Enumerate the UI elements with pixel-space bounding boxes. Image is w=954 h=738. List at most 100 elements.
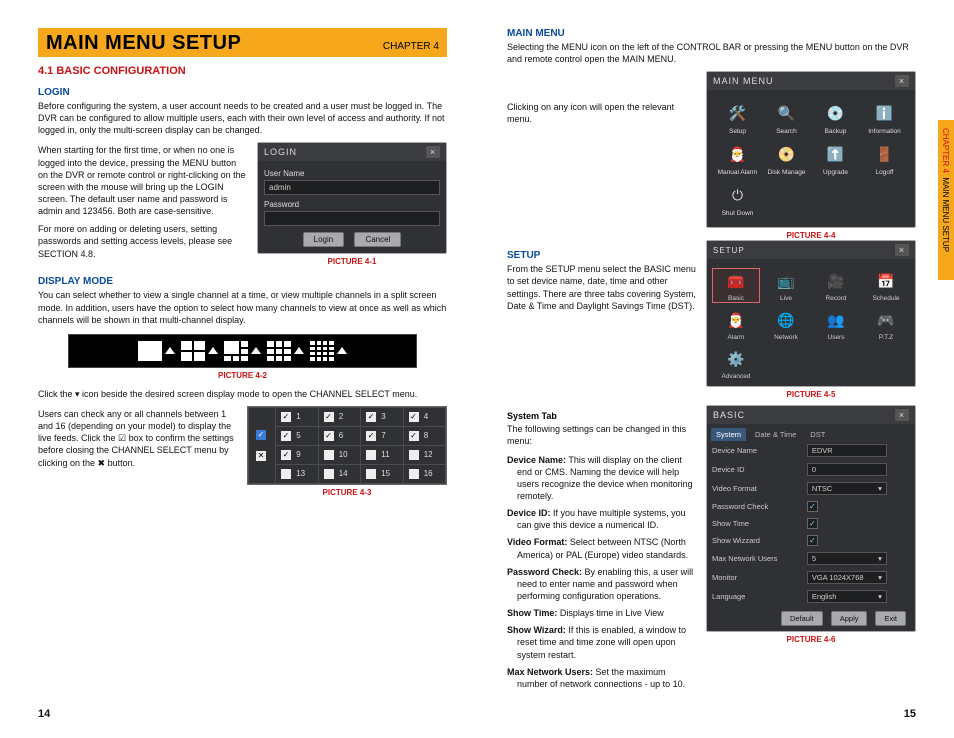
chapter-title-bar: MAIN MENU SETUP CHAPTER 4 [38,28,447,57]
close-icon[interactable]: × [426,146,440,158]
setup-text: From the SETUP menu select the BASIC men… [507,263,696,312]
menu-item-shut-down[interactable]: ⏻Shut Down [715,182,760,217]
channel-cell[interactable]: 13 [276,464,319,483]
menu-item-information[interactable]: ℹ️Information [862,100,907,135]
channel-cell[interactable]: 15 [361,464,404,483]
channel-cell[interactable]: ✓ 9 [276,445,319,464]
setup-item-users[interactable]: 👥Users [813,308,859,341]
channel-cell[interactable]: 16 [403,464,446,483]
setup-item-p-t-z[interactable]: 🎮P.T.Z [863,308,909,341]
channel-cell[interactable]: 10 [318,445,361,464]
chapter-label: CHAPTER 4 [383,41,439,52]
user-name-input[interactable]: admin [264,180,440,195]
chevron-up-icon[interactable] [165,347,175,354]
menu-item-disk-manage[interactable]: 📀Disk Manage [764,141,809,176]
setting-input[interactable]: VGA 1024X768 ▾ [807,571,887,584]
close-checkbox[interactable]: ✕ [255,450,267,462]
chevron-up-icon[interactable] [251,347,261,354]
tab-system[interactable]: System [711,428,746,441]
definition-row: Show Wizard: If this is enabled, a windo… [507,624,696,660]
main-menu-title: MAIN MENU [713,76,774,86]
definition-row: Max Network Users: Set the maximum numbe… [507,666,696,690]
setup-item-advanced[interactable]: ⚙️Advanced [713,347,759,380]
definition-row: Device Name: This will display on the cl… [507,454,696,503]
tab-dst[interactable]: DST [805,428,830,441]
setting-label: Video Format [707,479,802,498]
menu-item-search[interactable]: 🔍Search [764,100,809,135]
login-heading: LOGIN [38,87,447,98]
display-mode-heading: DISPLAY MODE [38,276,447,287]
channel-cell[interactable]: ✓ 5 [276,426,319,445]
setting-checkbox[interactable] [807,501,818,512]
setup-item-alarm[interactable]: 🎅Alarm [713,308,759,341]
setting-input[interactable]: 0 [807,463,887,476]
channel-cell[interactable]: ✓ 7 [361,426,404,445]
channel-cell[interactable]: ✓ 8 [403,426,446,445]
setup-item-record[interactable]: 🎥Record [813,269,859,302]
setting-input[interactable]: English ▾ [807,590,887,603]
cancel-button[interactable]: Cancel [354,232,401,247]
definition-row: Show Time: Displays time in Live View [507,607,696,619]
channel-cell[interactable]: 11 [361,445,404,464]
main-menu-text1: Selecting the MENU icon on the left of t… [507,41,916,65]
definition-row: Video Format: Select between NTSC (North… [507,536,696,560]
default-button[interactable]: Default [781,611,823,626]
setting-input[interactable]: NTSC ▾ [807,482,887,495]
channel-cell[interactable]: ✓ 1 [276,407,319,426]
chapter-title: MAIN MENU SETUP [46,32,241,55]
setting-label: Max Network Users [707,549,802,568]
channel-cell[interactable]: 12 [403,445,446,464]
channel-cell[interactable]: ✓ 2 [318,407,361,426]
layout-4x4-icon[interactable] [310,341,334,361]
apply-button[interactable]: Apply [831,611,868,626]
close-icon[interactable]: × [895,409,909,421]
layout-1x1-icon[interactable] [138,341,162,361]
main-menu-heading: MAIN MENU [507,28,916,39]
close-icon[interactable]: × [895,75,909,87]
picture-4-4-label: PICTURE 4-4 [706,231,916,240]
chevron-up-icon[interactable] [337,347,347,354]
layout-1-5-icon[interactable] [224,341,248,361]
channel-cell[interactable]: ✓ 3 [361,407,404,426]
chevron-up-icon[interactable] [208,347,218,354]
side-chapter: CHAPTER 4 [941,128,950,173]
setting-label: Show Time [707,515,802,532]
setup-item-schedule[interactable]: 📅Schedule [863,269,909,302]
setting-input[interactable]: 5 ▾ [807,552,887,565]
display-mode-intro: You can select whether to view a single … [38,289,447,325]
login-para: When starting for the first time, or whe… [38,144,247,217]
channel-cell[interactable]: ✓ 6 [318,426,361,445]
login-button[interactable]: Login [303,232,345,247]
user-name-label: User Name [264,169,440,178]
setting-checkbox[interactable] [807,535,818,546]
menu-item-setup[interactable]: 🛠️Setup [715,100,760,135]
menu-item-manual-alarm[interactable]: 🎅Manual Alarm [715,141,760,176]
definition-row: Password Check: By enabling this, a user… [507,566,696,602]
layout-3x3-icon[interactable] [267,341,291,361]
main-menu-window: MAIN MENU × 🛠️Setup🔍Search💿Backupℹ️Inform… [706,71,916,228]
channel-cell[interactable]: ✓ 4 [403,407,446,426]
setting-label: Language [707,587,802,606]
side-title: MAIN MENU SETUP [941,177,950,252]
tab-date-time[interactable]: Date & Time [750,428,801,441]
close-icon[interactable]: × [895,244,909,256]
basic-title: BASIC [713,410,745,420]
layout-2x2-icon[interactable] [181,341,205,361]
confirm-checkbox[interactable]: ✓ [255,429,267,441]
menu-item-backup[interactable]: 💿Backup [813,100,858,135]
setup-item-basic[interactable]: 🧰Basic [713,269,759,302]
setting-input[interactable]: EDVR [807,444,887,457]
menu-item-upgrade[interactable]: ⬆️Upgrade [813,141,858,176]
chevron-up-icon[interactable] [294,347,304,354]
system-intro: The following settings can be changed in… [507,423,696,447]
setup-item-network[interactable]: 🌐Network [763,308,809,341]
menu-item-logoff[interactable]: 🚪Logoff [862,141,907,176]
channel-cell[interactable]: 14 [318,464,361,483]
password-input[interactable] [264,211,440,226]
setup-item-live[interactable]: 📺Live [763,269,809,302]
setting-label: Show Wizzard [707,532,802,549]
page-number-right: 15 [904,708,916,720]
channel-select-click-text: Click the ▾ icon beside the desired scre… [38,388,447,400]
setting-checkbox[interactable] [807,518,818,529]
exit-button[interactable]: Exit [875,611,906,626]
